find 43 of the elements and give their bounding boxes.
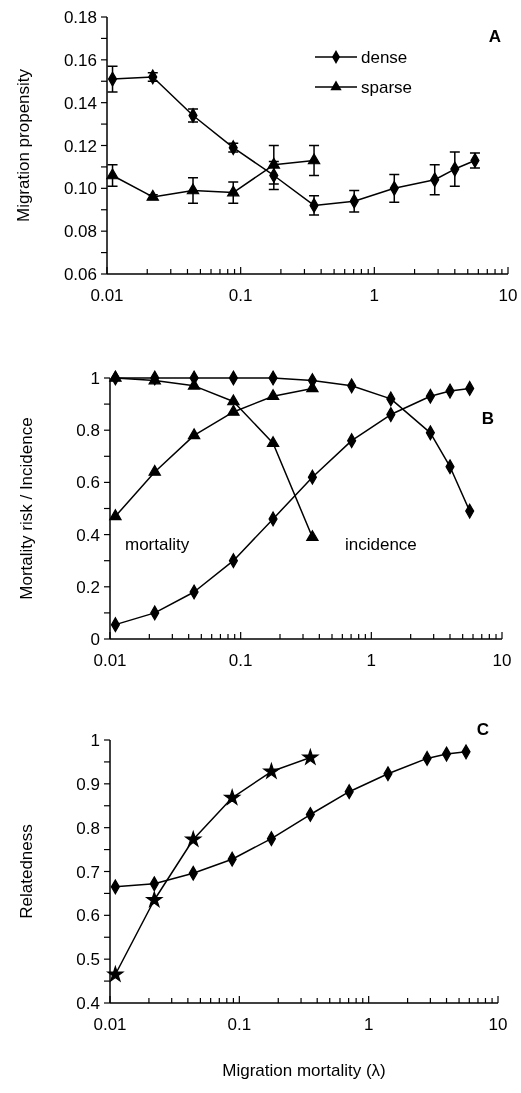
x-tick-label: 1 <box>369 286 380 305</box>
y-axis-title: Migration propensity <box>14 68 33 223</box>
y-tick-label: 0.14 <box>63 93 97 113</box>
text: B <box>481 409 495 428</box>
y-tick-label: 0.8 <box>76 818 100 838</box>
legend-label: sparse <box>361 78 413 97</box>
x-tick-label: 0.1 <box>228 651 253 670</box>
y-tick-label: 0.06 <box>63 265 97 284</box>
y-tick-label: 1 <box>90 369 100 388</box>
y-tick-label: 0.10 <box>63 179 97 199</box>
y-tick-label: 0.4 <box>76 994 100 1013</box>
x-axis-title: Migration mortality (λ) <box>222 1061 386 1080</box>
y-tick-label: 0.5 <box>76 950 100 970</box>
chart-title: C <box>476 720 490 739</box>
y-tick-label: 0.16 <box>63 50 97 70</box>
y-tick-label: 0.6 <box>76 906 100 926</box>
y-tick-label: 0.12 <box>63 136 97 156</box>
x-tick-label: 0.01 <box>90 286 124 305</box>
x-tick-label: 1 <box>363 1015 374 1034</box>
y-tick-label: 0.4 <box>76 525 100 545</box>
y-tick-label: 1 <box>90 731 100 750</box>
y-tick-label: 0.7 <box>76 862 100 882</box>
y-axis-title: Relatedness <box>17 824 36 919</box>
y-tick-label: 0.08 <box>63 222 97 242</box>
text: A <box>488 27 502 46</box>
x-tick-label: 0.01 <box>93 651 127 670</box>
y-tick-label: 0 <box>90 630 100 649</box>
legend-label: dense <box>361 48 408 67</box>
y-tick-label: 0.6 <box>76 473 100 493</box>
x-tick-label: 0.1 <box>228 286 253 305</box>
y-tick-label: 0.18 <box>63 8 97 27</box>
y-tick-label: 0.2 <box>76 577 100 597</box>
x-tick-label: 1 <box>366 651 377 670</box>
x-tick-label: 10 <box>498 286 518 305</box>
y-axis-title: Mortality risk / Incidence <box>17 417 36 600</box>
annotation: mortality <box>125 535 190 554</box>
y-tick-label: 0.9 <box>76 774 100 794</box>
y-tick-label: 0.8 <box>76 421 100 441</box>
x-tick-label: 0.1 <box>227 1015 252 1034</box>
x-tick-label: 10 <box>492 651 512 670</box>
x-tick-label: 0.01 <box>93 1015 127 1034</box>
x-tick-label: 10 <box>488 1015 508 1034</box>
annotation: incidence <box>345 535 417 554</box>
